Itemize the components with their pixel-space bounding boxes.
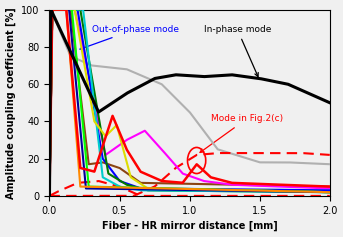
Text: Out-of-phase mode: Out-of-phase mode (80, 25, 178, 50)
Y-axis label: Amplitude coupling coefficient [%]: Amplitude coupling coefficient [%] (5, 7, 16, 199)
Text: In-phase mode: In-phase mode (204, 25, 271, 77)
Text: Mode in Fig.2(c): Mode in Fig.2(c) (200, 114, 283, 152)
X-axis label: Fiber - HR mirror distance [mm]: Fiber - HR mirror distance [mm] (102, 221, 277, 232)
